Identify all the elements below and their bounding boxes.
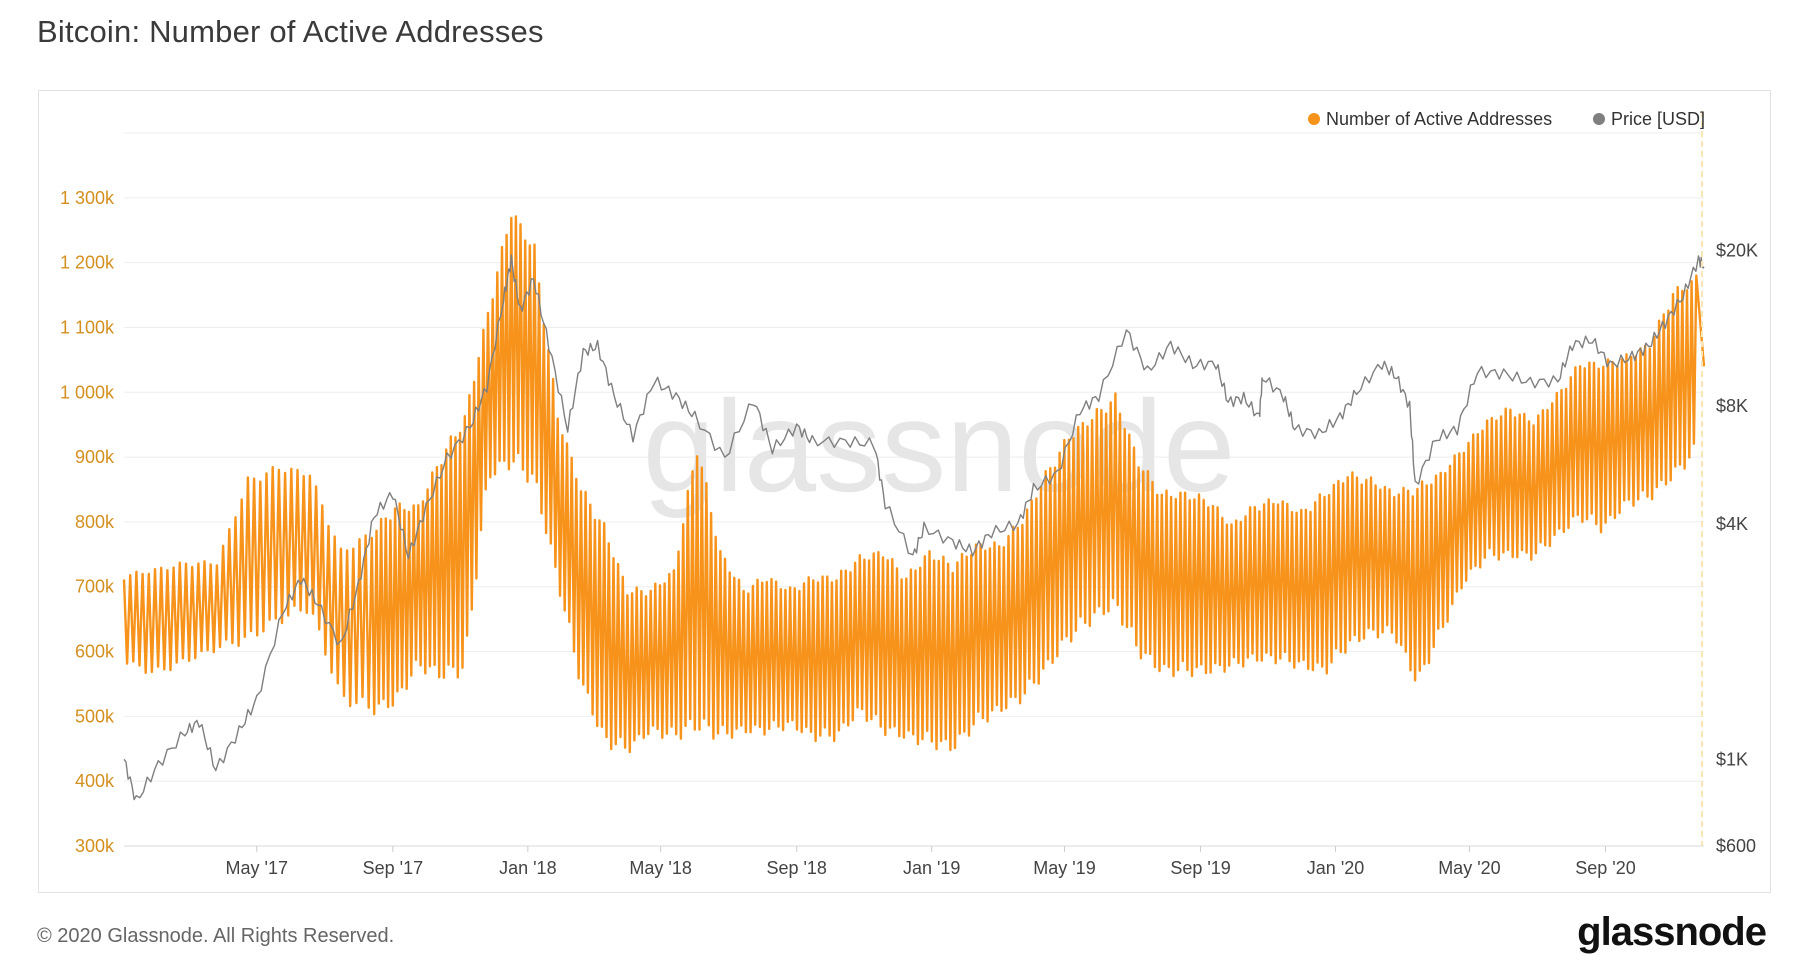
legend-item[interactable]: Number of Active Addresses [1308,109,1552,129]
x-axis-tick-label: Sep '20 [1575,858,1636,878]
x-axis: May '17 Sep '17 Jan '18 May '18 Sep '18 Jan '… [124,845,1704,878]
legend-item[interactable]: Price [USD] [1593,109,1705,129]
right-axis-tick-label: $8K [1716,396,1748,416]
active-addresses-chart: glassnode 300k 400k 500k 600k 700k 800k 900k 1 … [60,109,1758,878]
x-axis-tick-label: May '19 [1033,858,1095,878]
x-axis-tick-label: Jan '19 [903,858,960,878]
legend-marker-icon [1308,113,1320,125]
legend: Number of Active Addresses Price [USD] [1308,109,1705,129]
left-axis-tick-label: 300k [75,836,115,856]
price-line [123,254,1705,801]
x-axis-tick-label: Sep '19 [1170,858,1231,878]
legend-marker-icon [1593,113,1605,125]
legend-label: Price [USD] [1611,109,1705,129]
page-title: Bitcoin: Number of Active Addresses [37,14,544,49]
active-addresses-line [122,215,1706,754]
left-axis-tick-label: 600k [75,642,115,662]
right-axis-tick-label: $4K [1716,514,1748,534]
right-axis: $600 $1K $4K $8K $20K [1716,241,1758,856]
x-axis-tick-label: May '18 [629,858,691,878]
x-axis-tick-label: Sep '17 [363,858,424,878]
left-axis-tick-label: 1 200k [60,253,115,273]
left-axis-tick-label: 800k [75,512,115,532]
footer-copyright: © 2020 Glassnode. All Rights Reserved. [37,925,395,947]
left-axis-tick-label: 500k [75,706,115,726]
glassnode-logo: glassnode [1577,910,1767,954]
left-axis-tick-label: 1 300k [60,188,115,208]
right-axis-tick-label: $20K [1716,241,1758,261]
left-axis-tick-label: 900k [75,447,115,467]
grid-lines [124,132,1704,847]
x-axis-tick-label: Jan '20 [1307,858,1364,878]
right-axis-tick-label: $600 [1716,836,1756,856]
left-axis-tick-label: 400k [75,771,115,791]
left-axis: 300k 400k 500k 600k 700k 800k 900k 1 000k 1 100k… [60,188,115,856]
left-axis-tick-label: 1 000k [60,382,115,402]
legend-label: Number of Active Addresses [1326,109,1552,129]
watermark: glassnode [643,373,1236,519]
left-axis-tick-label: 700k [75,577,115,597]
x-axis-tick-label: Sep '18 [766,858,827,878]
chart-frame: glassnode 300k 400k 500k 600k 700k 800k 900k 1 … [38,90,1771,893]
x-axis-tick-label: Jan '18 [499,858,556,878]
series-active-addresses [122,215,1706,754]
x-axis-tick-label: May '17 [226,858,288,878]
left-axis-tick-label: 1 100k [60,317,115,337]
series-price [123,254,1705,801]
right-axis-tick-label: $1K [1716,749,1748,769]
x-axis-tick-label: May '20 [1438,858,1500,878]
